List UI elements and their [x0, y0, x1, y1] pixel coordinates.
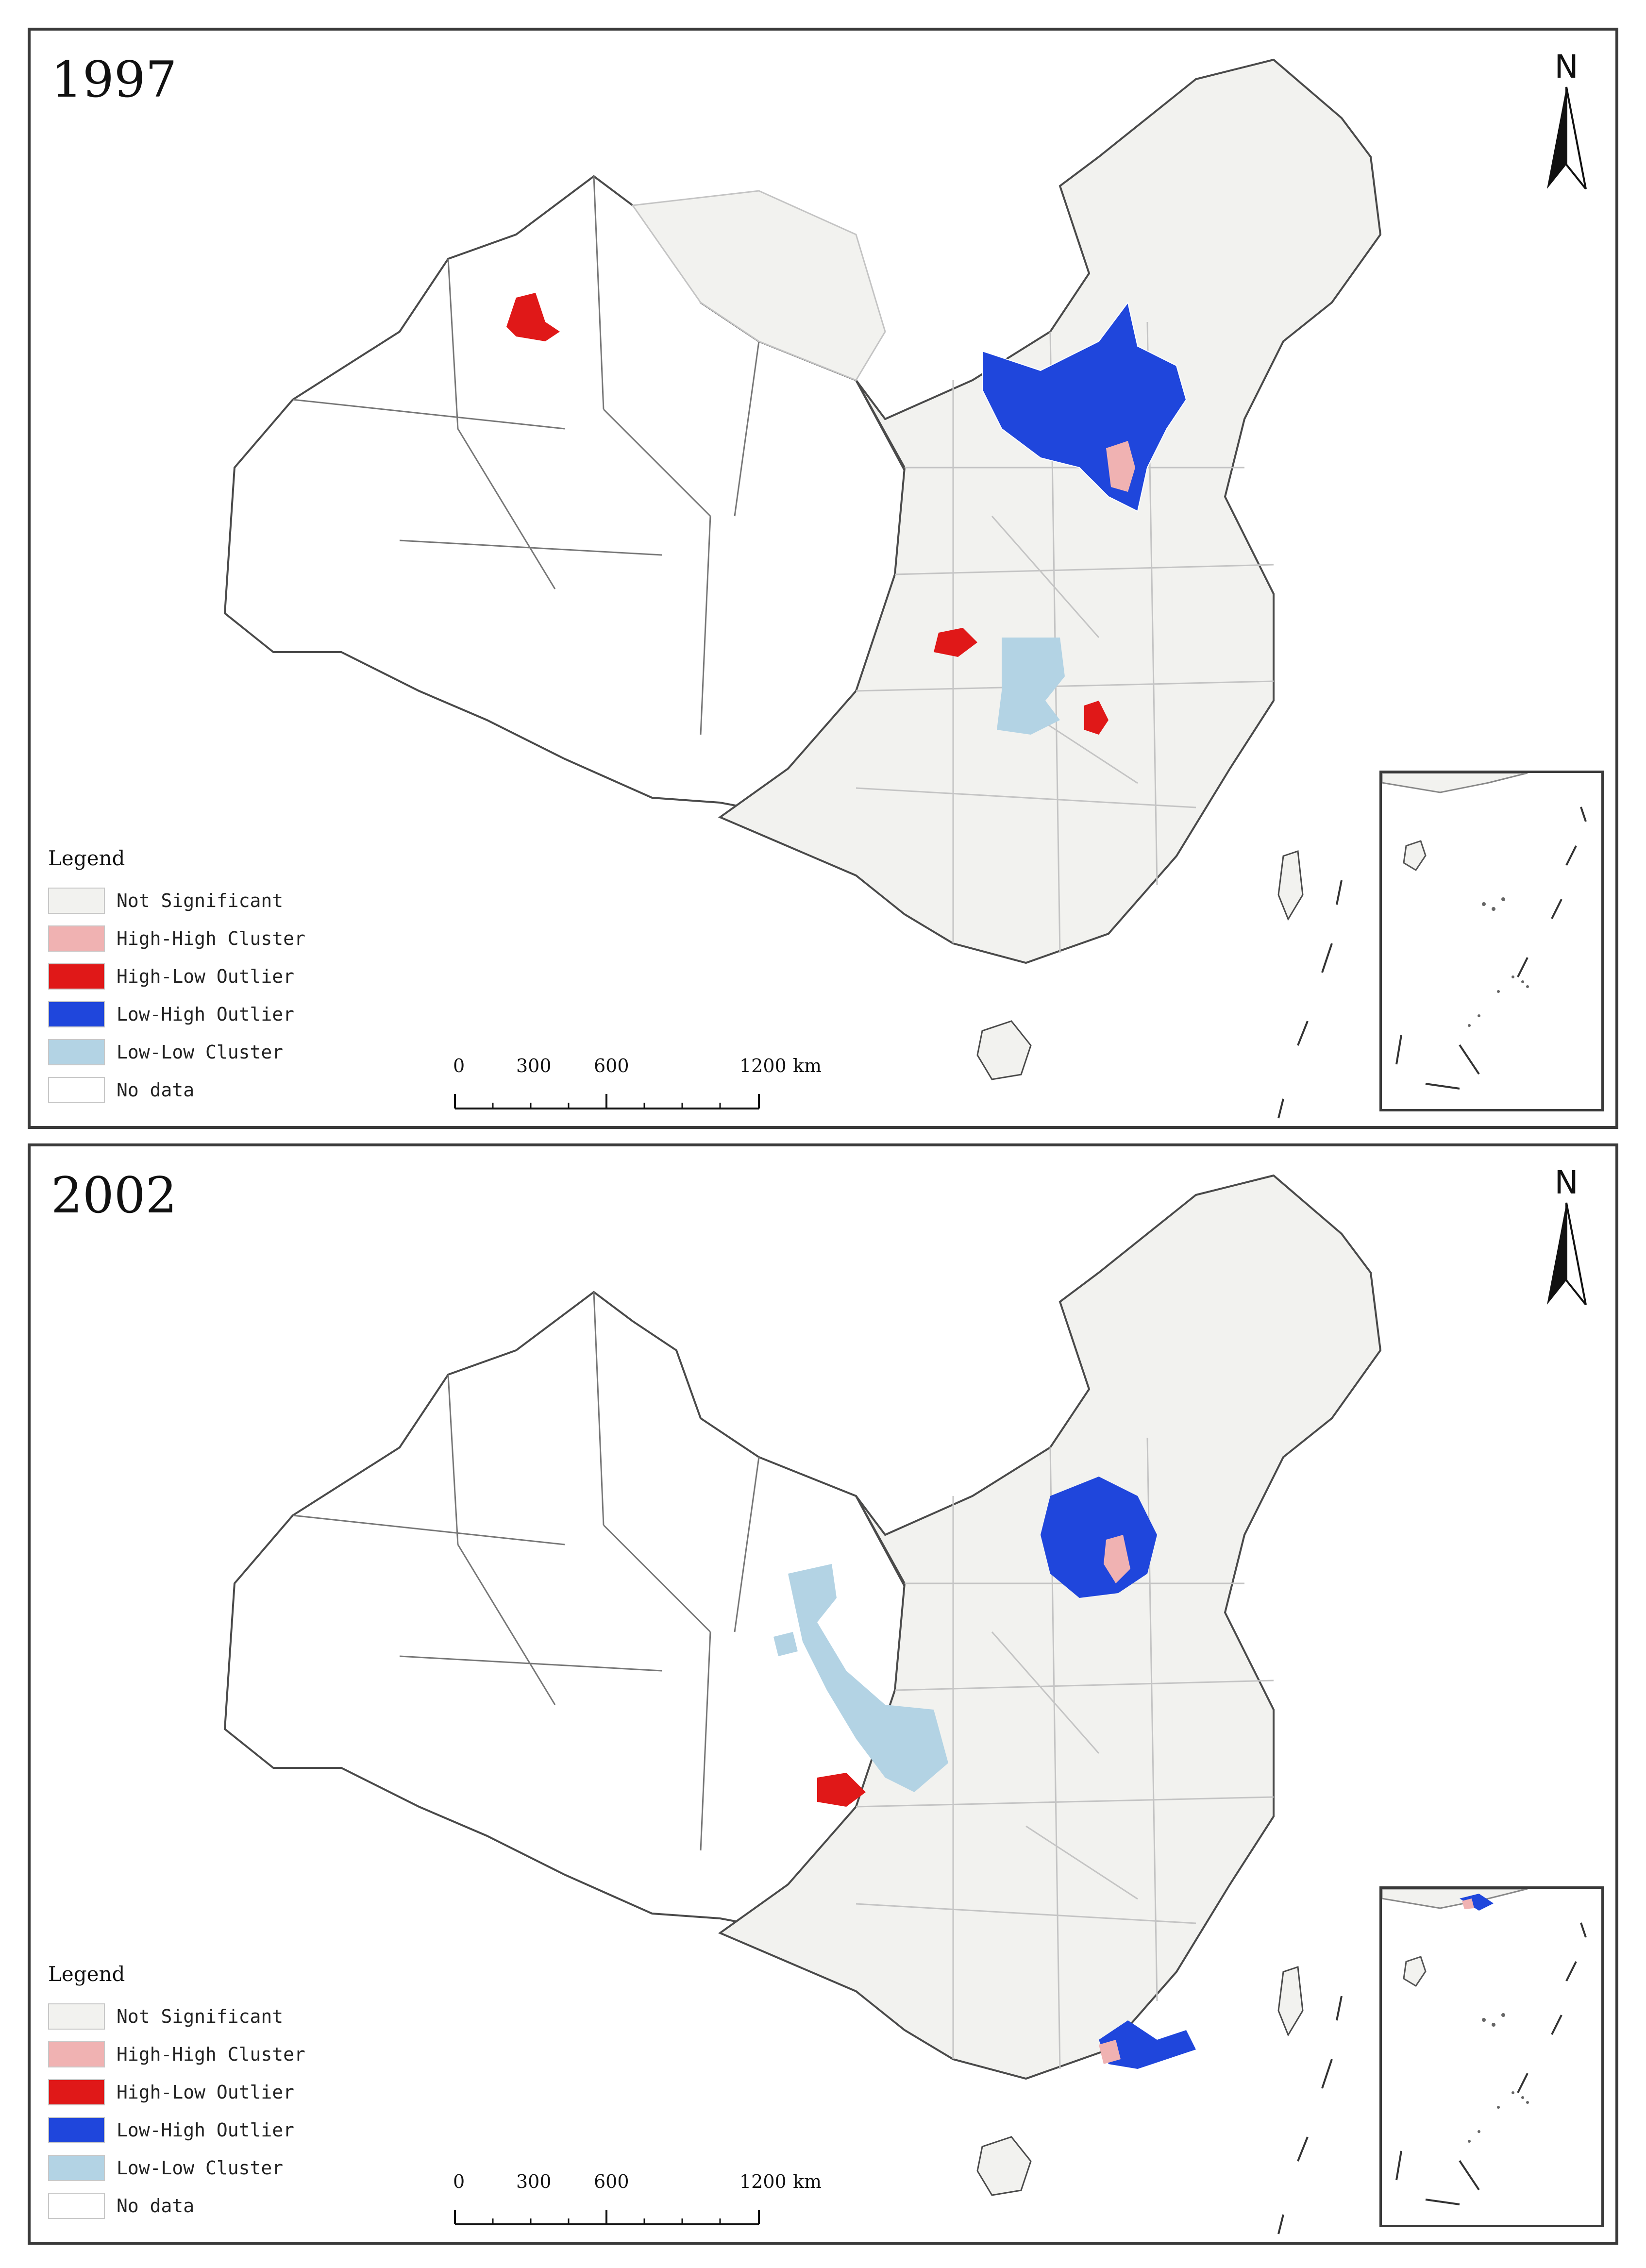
- scale-tick-label: 600: [594, 1055, 629, 1076]
- map-panel-1997: 1997 N Legend Not Significant High-High …: [28, 28, 1618, 1129]
- swatch-low-high: [48, 2117, 105, 2143]
- scale-ruler: [454, 1094, 760, 1109]
- inset-map: [1381, 772, 1587, 1090]
- west-boundary-lines: [292, 1292, 760, 1851]
- swatch-low-low: [48, 1039, 105, 1065]
- region-north-no-data: [631, 190, 886, 381]
- north-arrow: N: [1535, 48, 1598, 194]
- inset-map: [1381, 1888, 1587, 2205]
- swatch-not-significant: [48, 2003, 105, 2030]
- scale-tick-label: 0: [453, 2171, 465, 2192]
- scale-tick-label: 300: [516, 2171, 552, 2192]
- region-east-not-significant: [718, 1174, 1382, 2080]
- legend-label: Low-Low Cluster: [117, 1042, 284, 1063]
- high-low-outlier-xinjiang: [506, 293, 560, 341]
- low-low-cluster-small: [773, 1632, 798, 1656]
- swatch-no-data: [48, 2193, 105, 2219]
- hainan-island: [976, 2136, 1032, 2196]
- nine-dash-line: [1277, 1996, 1343, 2234]
- high-high-cluster-north: [1104, 1535, 1130, 1583]
- swatch-low-low: [48, 2155, 105, 2181]
- north-label: N: [1554, 48, 1579, 85]
- legend-label: High-Low Outlier: [117, 2082, 295, 2103]
- high-low-outlier-shaanxi: [934, 628, 977, 657]
- low-high-cluster-north: [982, 301, 1187, 512]
- legend-title: Legend: [48, 1962, 125, 1986]
- legend-label: Low-High Outlier: [117, 1004, 295, 1025]
- legend-label: Low-Low Cluster: [117, 2157, 284, 2179]
- scale-unit: km: [793, 1055, 822, 1076]
- legend-item: High-Low Outlier: [48, 958, 388, 995]
- low-high-cluster-south: [1099, 2020, 1196, 2069]
- legend-item: High-Low Outlier: [48, 2073, 388, 2111]
- legend-item: High-High Cluster: [48, 920, 388, 958]
- swatch-high-low: [48, 2079, 105, 2105]
- legend-item: Not Significant: [48, 1998, 388, 2035]
- high-high-cluster-south: [1099, 2040, 1121, 2064]
- legend-item: Low-High Outlier: [48, 2111, 388, 2149]
- hainan-island: [976, 1020, 1032, 1080]
- south-china-sea-inset: [1379, 1886, 1604, 2227]
- map-year-label: 1997: [51, 51, 177, 109]
- high-high-cluster-north: [1106, 441, 1135, 492]
- swatch-high-high: [48, 2041, 105, 2067]
- west-boundary-lines: [292, 176, 760, 735]
- legend-item: Low-Low Cluster: [48, 2149, 388, 2187]
- china-map-2002: [223, 1174, 1382, 2234]
- legend-label: High-High Cluster: [117, 2044, 305, 2065]
- north-arrow: N: [1535, 1164, 1598, 1310]
- swatch-high-low: [48, 963, 105, 990]
- low-low-cluster-central: [997, 638, 1065, 735]
- swatch-not-significant: [48, 888, 105, 914]
- legend-label: High-High Cluster: [117, 928, 305, 949]
- taiwan-island: [1277, 1966, 1304, 2037]
- scale-unit: km: [793, 2171, 822, 2192]
- north-arrow-icon: [1547, 86, 1587, 190]
- legend-title: Legend: [48, 846, 125, 870]
- scale-bar: 0 300 600 1200 km: [453, 2171, 822, 2229]
- legend-label: Not Significant: [117, 890, 284, 911]
- map-panel-2002: 2002 N Legend Not Significant High-High …: [28, 1143, 1618, 2245]
- legend-item: No data: [48, 2187, 388, 2225]
- scale-tick-label: 1200: [739, 2171, 787, 2192]
- swatch-low-high: [48, 1001, 105, 1027]
- region-east-not-significant: [718, 58, 1382, 964]
- legend-label: No data: [117, 2195, 195, 2217]
- legend-label: High-Low Outlier: [117, 966, 295, 987]
- legend-label: Not Significant: [117, 2006, 284, 2027]
- legend-item: No data: [48, 1071, 388, 1109]
- low-low-cluster-west: [788, 1564, 948, 1792]
- scale-tick-label: 300: [516, 1055, 552, 1076]
- scale-ruler: [454, 2210, 760, 2225]
- china-map-1997: [223, 58, 1382, 1119]
- south-china-sea-inset: [1379, 771, 1604, 1111]
- legend-label: No data: [117, 1079, 195, 1101]
- high-low-outlier-henan: [1084, 701, 1109, 735]
- scale-tick-label: 1200: [739, 1055, 787, 1076]
- map-year-label: 2002: [51, 1167, 177, 1225]
- scale-tick-label: 600: [594, 2171, 629, 2192]
- taiwan-island: [1277, 850, 1304, 921]
- map-legend: Legend Not Significant High-High Cluster…: [48, 1962, 388, 2225]
- scale-tick-label: 0: [453, 1055, 465, 1076]
- high-low-outlier-sichuan: [817, 1773, 866, 1807]
- swatch-no-data: [48, 1077, 105, 1103]
- legend-item: Not Significant: [48, 882, 388, 920]
- legend-item: High-High Cluster: [48, 2035, 388, 2073]
- north-arrow-icon: [1547, 1202, 1587, 1306]
- legend-label: Low-High Outlier: [117, 2119, 295, 2141]
- scale-bar: 0 300 600 1200 km: [453, 1055, 822, 1113]
- north-label: N: [1554, 1164, 1579, 1201]
- swatch-high-high: [48, 925, 105, 952]
- map-legend: Legend Not Significant High-High Cluster…: [48, 846, 388, 1109]
- legend-item: Low-Low Cluster: [48, 1033, 388, 1071]
- nine-dash-line: [1277, 880, 1343, 1119]
- legend-item: Low-High Outlier: [48, 995, 388, 1033]
